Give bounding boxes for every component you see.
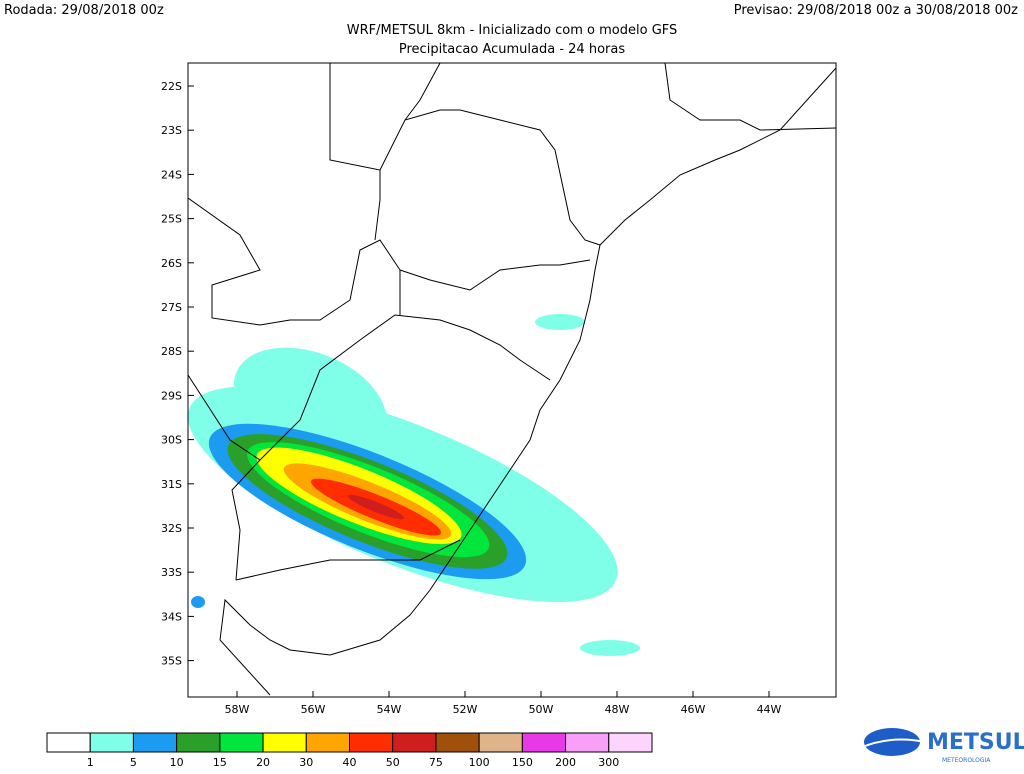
lat-label: 35S (161, 655, 182, 668)
colorbar-label: 5 (130, 756, 137, 769)
subtitle: Precipitacao Acumulada - 24 horas (399, 42, 625, 57)
colorbar-label: 50 (386, 756, 400, 769)
colorbar-label: 15 (213, 756, 227, 769)
colorbar-swatch (305, 732, 350, 753)
lon-label: 48W (605, 703, 630, 716)
lon-label: 54W (377, 703, 402, 716)
colorbar-swatch (89, 732, 134, 753)
colorbar-swatch (565, 732, 610, 753)
logo-globe (864, 728, 920, 756)
logo-tagline: METEOROLOGIA (942, 757, 991, 764)
colorbar-label: 10 (170, 756, 184, 769)
precip-field (188, 347, 618, 603)
lon-label: 58W (225, 703, 250, 716)
colorbar-label: 1 (87, 756, 94, 769)
colorbar-swatch (46, 732, 91, 753)
lon-label: 52W (453, 703, 478, 716)
colorbar-label: 100 (469, 756, 490, 769)
colorbar-swatch (349, 732, 394, 753)
colorbar-swatch (219, 732, 264, 753)
colorbar-swatch (435, 732, 480, 753)
colorbar-label: 200 (555, 756, 576, 769)
colorbar-label: 40 (343, 756, 357, 769)
forecast-label: Previsao: 29/08/2018 00z a 30/08/2018 00… (734, 3, 1018, 18)
lat-axis: 22S 23S 24S 25S 26S 27S 28S 29S 30S 31S 32S 33S 34S 3… (161, 80, 194, 668)
lat-label: 33S (161, 566, 182, 579)
colorbar-swatch (608, 732, 653, 753)
lat-label: 25S (161, 213, 182, 226)
colorbar-swatch (478, 732, 523, 753)
colorbar-swatch (176, 732, 221, 753)
lat-label: 28S (161, 345, 182, 358)
map-frame (187, 62, 837, 698)
colorbar: 1 5 10 15 20 30 40 50 75 100 150 200 300 (46, 732, 653, 769)
lat-label: 26S (161, 257, 182, 270)
lat-label: 24S (161, 168, 182, 181)
map-area (188, 63, 836, 696)
lat-label: 31S (161, 478, 182, 491)
lon-label: 44W (757, 703, 782, 716)
lat-label: 23S (161, 124, 182, 137)
lat-label: 30S (161, 434, 182, 447)
colorbar-swatch (262, 732, 307, 753)
lon-label: 46W (681, 703, 706, 716)
logo-name: METSUL (927, 730, 1024, 755)
colorbar-label: 75 (429, 756, 443, 769)
colorbar-swatch (392, 732, 437, 753)
title: WRF/METSUL 8km - Inicializado com o mode… (347, 23, 678, 38)
colorbar-swatch (521, 732, 567, 753)
lat-label: 34S (161, 610, 182, 623)
lat-label: 29S (161, 389, 182, 402)
lon-axis: 58W 56W 54W 52W 50W 48W 46W 44W (225, 691, 782, 716)
colorbar-label: 300 (598, 756, 619, 769)
lon-label: 56W (301, 703, 326, 716)
lat-label: 22S (161, 80, 182, 93)
lon-label: 50W (529, 703, 554, 716)
run-label: Rodada: 29/08/2018 00z (4, 3, 164, 18)
logo: METSUL METEOROLOGIA (859, 728, 1024, 764)
colorbar-swatch (132, 732, 178, 753)
lat-label: 27S (161, 301, 182, 314)
colorbar-label: 30 (299, 756, 313, 769)
colorbar-label: 150 (512, 756, 533, 769)
lat-label: 32S (161, 522, 182, 535)
colorbar-label: 20 (256, 756, 270, 769)
